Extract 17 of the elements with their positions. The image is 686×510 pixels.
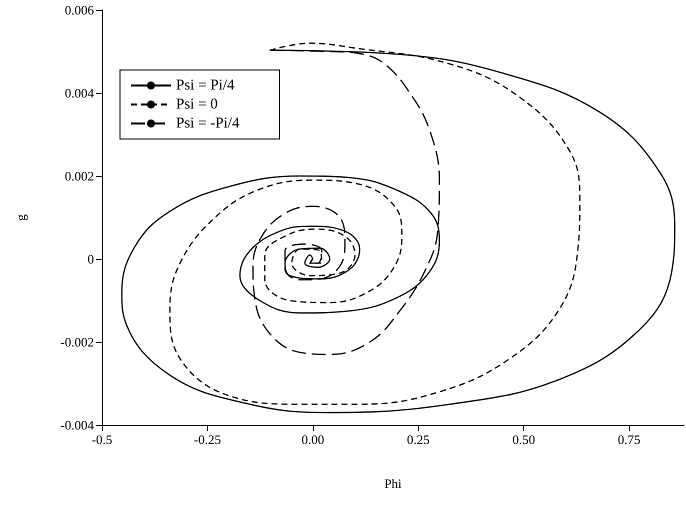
x-tick-label: 0.25 (406, 432, 430, 447)
x-axis-title: Phi (384, 476, 402, 491)
x-tick-label: 0.00 (301, 432, 324, 447)
legend-label: Psi = Pi/4 (176, 78, 235, 94)
y-tick-label: 0 (88, 252, 94, 266)
y-tick-label: 0.004 (64, 86, 94, 100)
y-tick-label: -0.004 (60, 418, 94, 432)
x-tick-label: 0.50 (512, 432, 536, 447)
x-tick-label: 0.75 (618, 432, 641, 447)
y-tick-label: 0.002 (64, 168, 94, 184)
y-tick-label: 0.006 (64, 2, 94, 18)
legend-label: Psi = 0 (176, 96, 218, 112)
y-tick-label: -0.002 (60, 334, 94, 350)
x-tick-label: -0.5 (92, 432, 112, 447)
y-axis-title: g (13, 214, 28, 221)
x-tick-label: -0.25 (194, 432, 221, 447)
legend-label: Psi = -Pi/4 (176, 116, 240, 132)
